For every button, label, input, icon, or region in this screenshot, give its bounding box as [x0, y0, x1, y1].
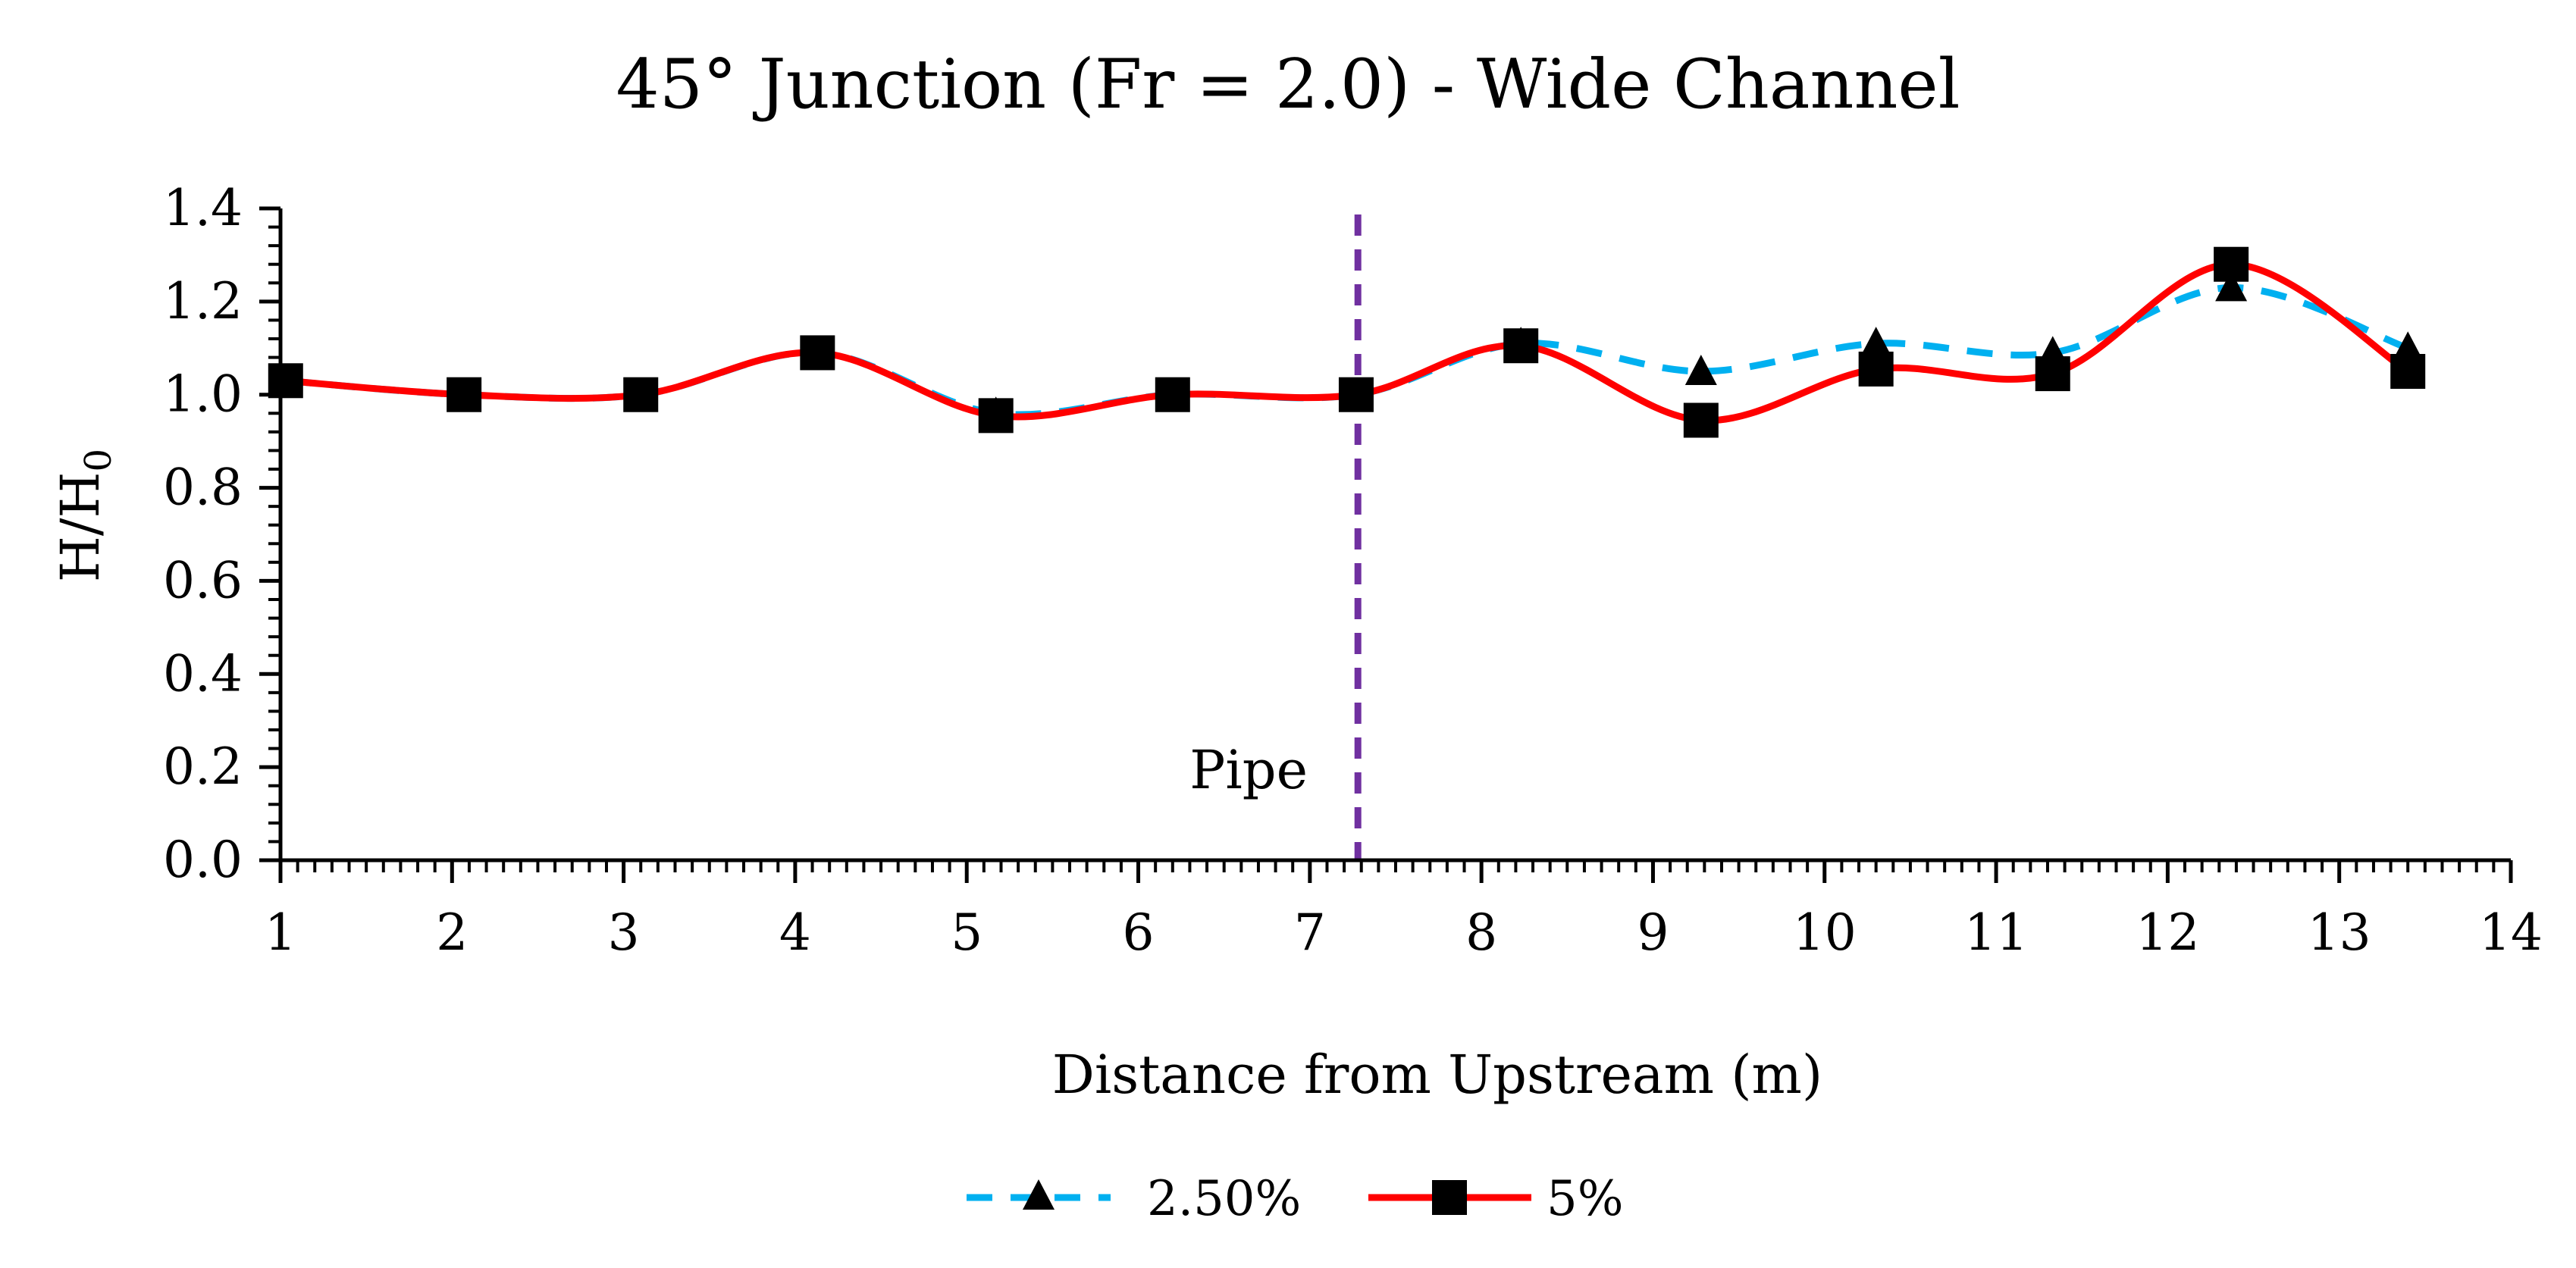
legend-label-5: 5% — [1547, 1171, 1624, 1227]
x-tick-label: 12 — [2136, 903, 2199, 962]
point-2-50 — [2215, 271, 2248, 302]
point-2-50 — [1860, 327, 1892, 358]
x-tick-label: 11 — [1964, 903, 2028, 962]
y-tick-label: 1.4 — [163, 179, 243, 237]
pipe-annotation: Pipe — [1189, 739, 1308, 801]
x-tick-label: 8 — [1465, 903, 1497, 962]
x-tick-label: 10 — [1793, 903, 1857, 962]
y-tick-label: 1.2 — [163, 272, 243, 330]
plot-lines — [282, 214, 2411, 860]
point-2-50 — [1684, 355, 1717, 385]
chart-title: 45° Junction (Fr = 2.0) - Wide Channel — [616, 45, 1960, 124]
point-5 — [2035, 356, 2070, 392]
point-5 — [1683, 402, 1719, 438]
marks — [268, 246, 2426, 438]
y-tick-label: 1.0 — [163, 365, 243, 424]
legend: 2.50% 5% — [967, 1171, 1624, 1227]
point-5 — [978, 398, 1014, 434]
x-tick-label: 2 — [436, 903, 468, 962]
x-tick-label: 3 — [608, 903, 640, 962]
point-5 — [1858, 351, 1894, 387]
axes: 0.00.20.40.60.81.01.21.41 2 3 4 5 6 7 8 9 10 11 12 1… — [163, 179, 2543, 962]
legend-marker-5 — [1432, 1180, 1467, 1215]
x-tick-label: 4 — [779, 903, 811, 962]
point-5 — [1155, 377, 1190, 412]
point-5 — [800, 335, 835, 371]
y-tick-label: 0.2 — [163, 737, 243, 796]
x-tick-label: 1 — [265, 903, 296, 962]
x-tick-label: 9 — [1637, 903, 1669, 962]
point-5 — [1503, 328, 1539, 364]
x-tick-label: 14 — [2479, 903, 2543, 962]
point-5 — [447, 377, 482, 412]
x-tick-label: 6 — [1123, 903, 1155, 962]
x-tick-label: 5 — [951, 903, 982, 962]
point-5 — [623, 377, 659, 412]
point-5 — [1338, 377, 1374, 412]
y-axis-label: H/H0 — [49, 449, 120, 582]
point-5 — [2214, 246, 2249, 282]
y-tick-label: 0.0 — [163, 831, 243, 889]
y-tick-label: 0.6 — [163, 551, 243, 609]
point-5 — [2390, 354, 2426, 389]
y-tick-label: 0.4 — [163, 644, 243, 703]
x-tick-label: 7 — [1294, 903, 1326, 962]
x-axis-label: Distance from Upstream (m) — [1052, 1044, 1823, 1106]
y-axis-label-main: H/H — [49, 471, 111, 582]
x-tick-label: 13 — [2308, 903, 2371, 962]
point-5 — [268, 363, 303, 399]
legend-marker-2-50 — [1023, 1179, 1055, 1210]
y-tick-label: 0.8 — [163, 459, 243, 517]
legend-label-2-50: 2.50% — [1147, 1171, 1301, 1227]
y-axis-label-subscript: 0 — [77, 449, 120, 472]
